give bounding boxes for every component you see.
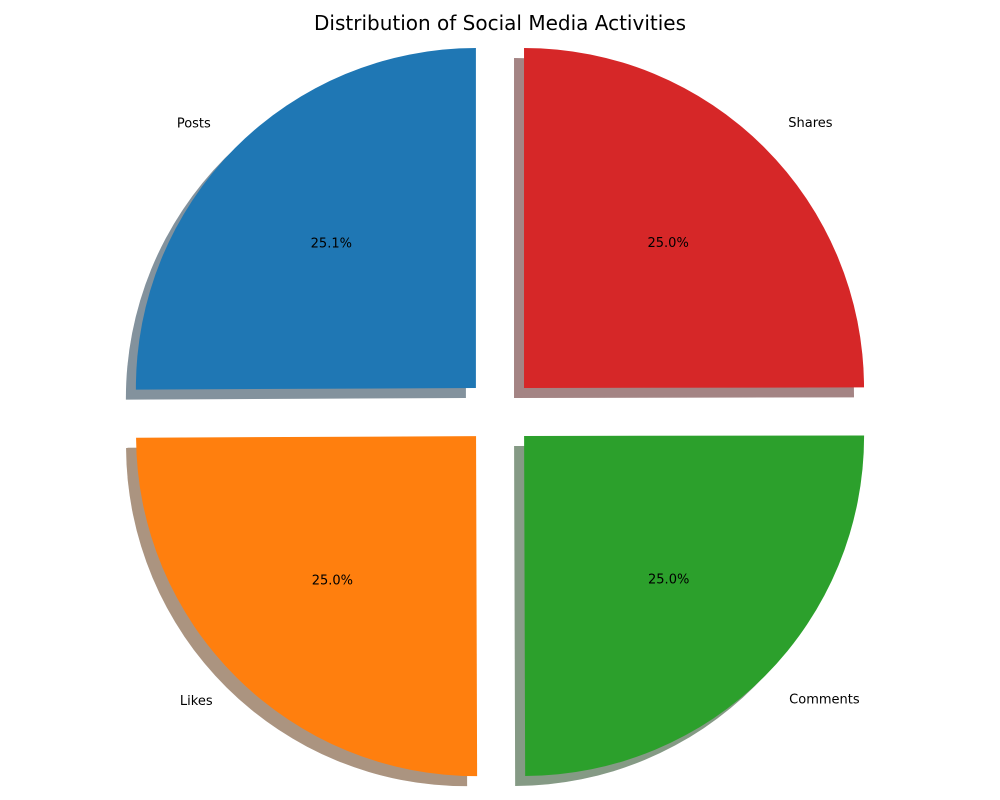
slice-label-comments: Comments	[789, 692, 860, 707]
slice-likes	[136, 436, 478, 777]
percent-label-posts: 25.1%	[311, 237, 352, 252]
slices	[135, 47, 865, 777]
percent-label-shares: 25.0%	[648, 236, 689, 251]
slice-comments	[524, 435, 865, 776]
slice-label-posts: Posts	[177, 117, 211, 132]
chart-title: Distribution of Social Media Activities	[314, 11, 686, 35]
slice-posts	[135, 48, 476, 390]
slice-shares	[524, 47, 865, 388]
slice-labels: Posts 25.1% Likes 25.0% Comments 25.0% Shares 2…	[177, 116, 860, 709]
percent-label-comments: 25.0%	[648, 572, 689, 587]
slice-label-shares: Shares	[788, 116, 833, 131]
slice-label-likes: Likes	[180, 694, 213, 709]
percent-label-likes: 25.0%	[312, 573, 353, 588]
